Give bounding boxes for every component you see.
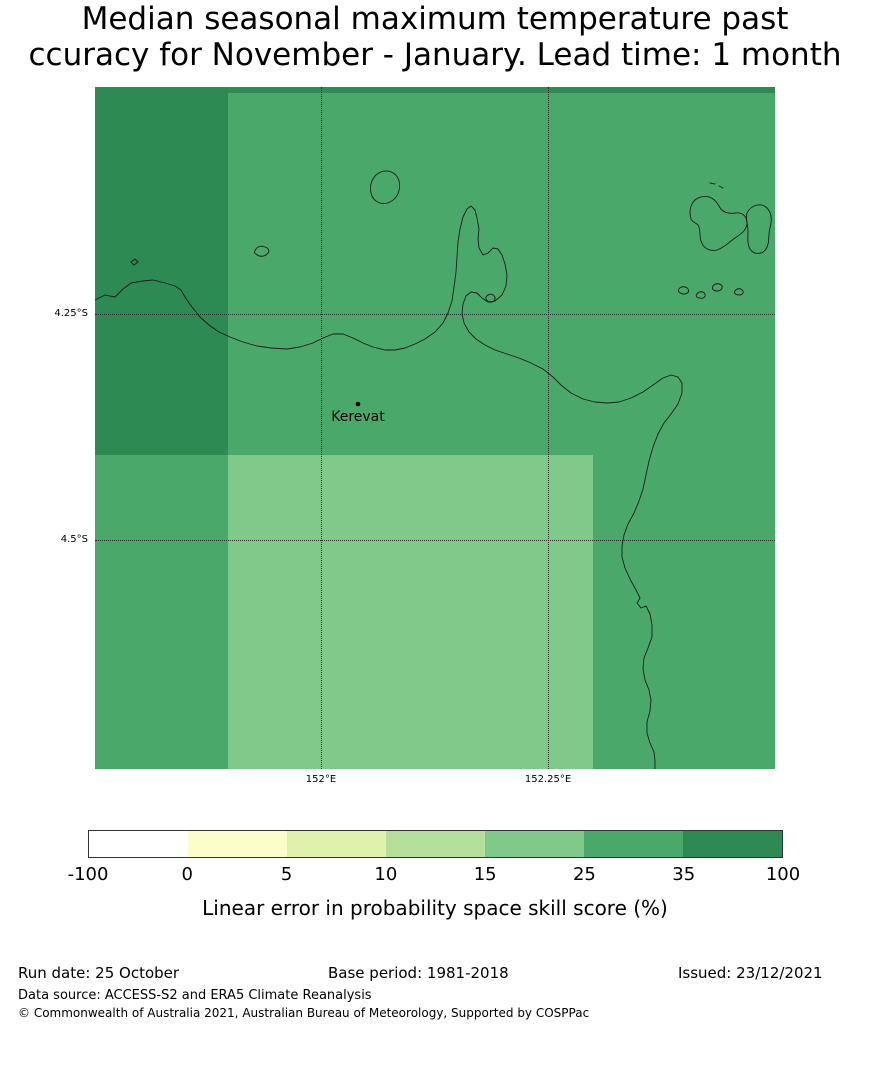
coastline-map [95, 170, 772, 769]
skill-region-top-strip [95, 87, 775, 93]
chart-title-line-2: ccuracy for November - January. Lead tim… [28, 37, 842, 73]
islet-chain-4 [733, 288, 744, 296]
skill-region-high [95, 87, 228, 455]
station-marker [355, 401, 361, 407]
islet-chain-2 [695, 291, 706, 299]
colorbar-tick-25: 25 [572, 864, 596, 885]
colorbar-segment-1 [89, 831, 188, 857]
gridline-4-25s [95, 314, 775, 315]
islet-bay [485, 293, 496, 303]
y-axis-tick-4-25s: 4.25°S [54, 308, 88, 319]
skill-region-mid [228, 455, 593, 769]
map-plot-area: Kerevat [95, 87, 775, 769]
y-axis-tick-4-5s: 4.5°S [60, 534, 88, 545]
colorbar-tick-5: 5 [280, 864, 293, 885]
colorbar [88, 830, 783, 858]
footer-data-source: Data source: ACCESS-S2 and ERA5 Climate … [18, 988, 372, 1003]
colorbar-segment-5 [485, 831, 584, 857]
islet-marks [709, 182, 724, 189]
x-axis-tick-152e: 152°E [305, 774, 337, 785]
colorbar-tick-35: 35 [672, 864, 696, 885]
colorbar-segment-7 [683, 831, 782, 857]
colorbar-tick-100: 100 [765, 864, 801, 885]
island-northeast-right [745, 204, 772, 254]
chart-title-line-1: Median seasonal maximum temperature past [81, 1, 789, 37]
coastline-main [95, 205, 683, 769]
island-small-north [253, 245, 270, 257]
islet-northwest [130, 258, 139, 266]
footer-copyright: © Commonwealth of Australia 2021, Austra… [18, 1006, 590, 1020]
gridline-152e [321, 87, 322, 769]
colorbar-tick-10: 10 [374, 864, 398, 885]
station-label: Kerevat [331, 409, 385, 425]
islet-chain-1 [678, 286, 690, 295]
colorbar-segment-4 [386, 831, 485, 857]
colorbar-segment-2 [188, 831, 287, 857]
colorbar-tick--100: -100 [67, 864, 109, 885]
colorbar-segment-6 [584, 831, 683, 857]
gridline-152-25e [548, 87, 549, 769]
colorbar-segment-3 [287, 831, 386, 857]
footer-run-date: Run date: 25 October [18, 964, 180, 982]
islet-chain-3 [711, 283, 723, 292]
island-round-north [370, 170, 401, 204]
gridline-4-5s [95, 540, 775, 541]
x-axis-tick-152-25e: 152.25°E [524, 774, 572, 785]
footer-base-period: Base period: 1981-2018 [328, 964, 509, 982]
colorbar-tick-15: 15 [473, 864, 497, 885]
colorbar-label: Linear error in probability space skill … [202, 896, 668, 920]
island-northeast-main [689, 196, 748, 251]
colorbar-tick-row: -100 0 5 10 15 25 35 100 [68, 864, 801, 888]
footer-issued-date: Issued: 23/12/2021 [678, 964, 823, 982]
colorbar-tick-0: 0 [181, 864, 194, 885]
